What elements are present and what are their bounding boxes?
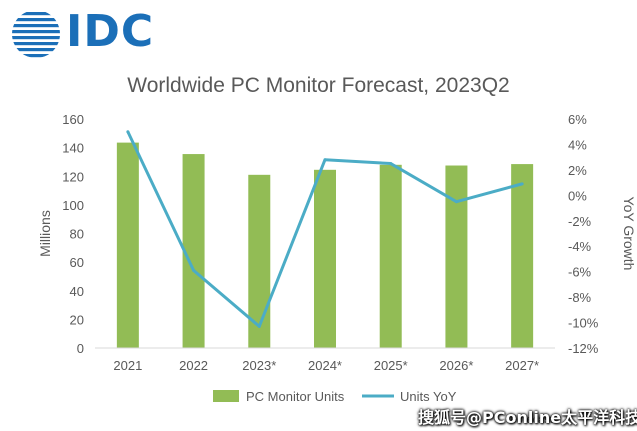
y-tick-label: 0 xyxy=(77,341,84,356)
bar xyxy=(182,154,205,348)
y-right-tick-label: 4% xyxy=(568,137,587,152)
legend-label-line: Units YoY xyxy=(400,389,457,404)
y-tick-label: 160 xyxy=(62,112,84,127)
bar xyxy=(445,165,468,348)
yoy-point xyxy=(192,268,196,272)
y-tick-label: 140 xyxy=(62,141,84,156)
y-right-tick-label: -4% xyxy=(568,239,592,254)
yoy-point xyxy=(323,158,327,162)
yoy-point xyxy=(454,200,458,204)
bar xyxy=(116,142,139,348)
bar xyxy=(248,174,271,348)
y-tick-label: 60 xyxy=(70,255,84,270)
x-tick-label: 2027* xyxy=(505,358,539,373)
globe-icon xyxy=(12,12,60,58)
y-right-tick-label: -10% xyxy=(568,316,599,331)
legend-swatch-bars xyxy=(213,390,239,402)
x-tick-label: 2025* xyxy=(374,358,408,373)
y-tick-label: 40 xyxy=(70,284,84,299)
x-tick-label: 2024* xyxy=(308,358,342,373)
y-tick-label: 20 xyxy=(70,312,84,327)
bar xyxy=(511,164,534,348)
x-tick-label: 2023* xyxy=(242,358,276,373)
y-tick-label: 120 xyxy=(62,169,84,184)
bar xyxy=(314,169,336,348)
logo-text: IDC xyxy=(66,6,155,57)
x-tick-label: 2026* xyxy=(439,358,473,373)
y-right-axis-title: YoY Growth xyxy=(621,197,637,271)
y-tick-label: 100 xyxy=(62,198,84,213)
y-right-tick-label: 0% xyxy=(568,188,587,203)
y-right-tick-label: -8% xyxy=(568,290,592,305)
yoy-point xyxy=(257,324,261,328)
y-tick-label: 80 xyxy=(70,227,84,242)
yoy-point xyxy=(520,182,524,186)
watermark: 搜狐号@PConline太平洋科技 xyxy=(418,408,637,427)
yoy-point xyxy=(389,162,393,166)
y-right-tick-label: -12% xyxy=(568,341,599,356)
y-right-tick-label: 2% xyxy=(568,163,587,178)
y-right-tick-label: -2% xyxy=(568,214,592,229)
yoy-point xyxy=(126,130,130,134)
y-right-tick-label: -6% xyxy=(568,265,592,280)
x-tick-label: 2022 xyxy=(179,358,208,373)
x-tick-label: 2021 xyxy=(113,358,142,373)
cutoff-label: Forecast xyxy=(510,414,553,426)
legend-label-bars: PC Monitor Units xyxy=(246,389,345,404)
bar xyxy=(379,164,402,348)
chart-title: Worldwide PC Monitor Forecast, 2023Q2 xyxy=(127,74,510,97)
y-right-tick-label: 6% xyxy=(568,112,587,127)
y-axis-title: Millions xyxy=(37,210,53,257)
